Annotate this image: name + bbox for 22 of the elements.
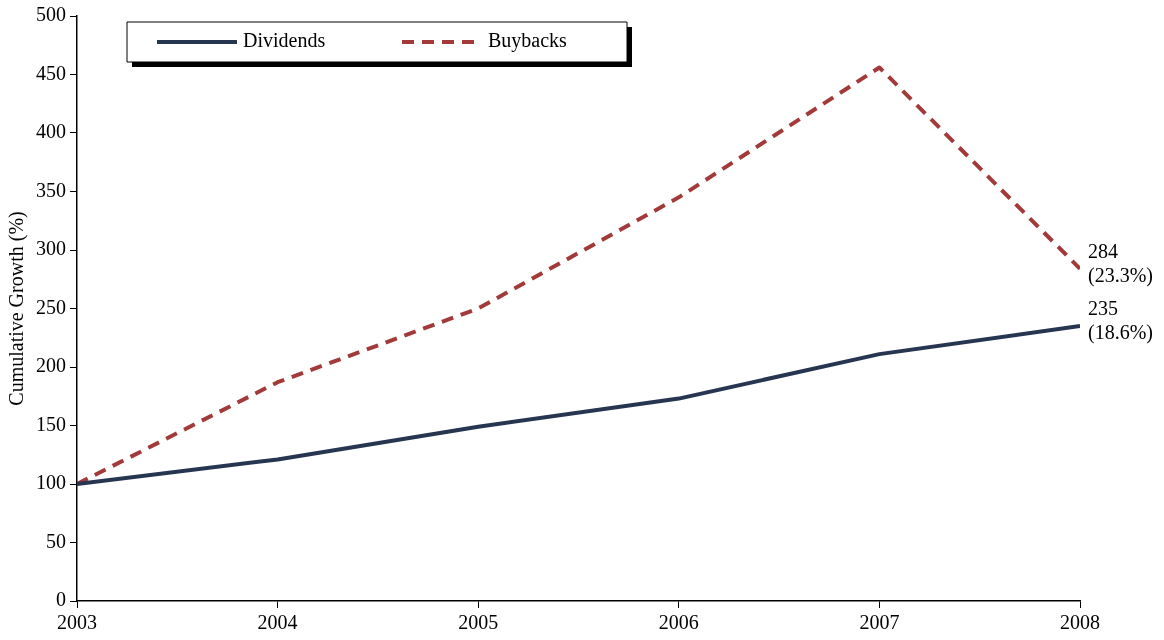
x-tick-label: 2005 <box>458 611 499 634</box>
y-tick-label: 200 <box>36 354 66 377</box>
legend-label: Dividends <box>243 29 326 52</box>
y-tick-label: 50 <box>46 529 66 552</box>
y-axis-title: Cumulative Growth (%) <box>5 211 29 406</box>
y-tick-label: 300 <box>36 237 66 260</box>
y-tick-label: 500 <box>36 3 66 26</box>
annotation: 284 (23.3%) <box>1088 239 1153 287</box>
x-tick-label: 2007 <box>859 611 900 634</box>
y-tick-label: 150 <box>36 412 66 435</box>
y-tick-label: 0 <box>56 588 66 611</box>
x-tick-label: 2006 <box>658 611 699 634</box>
y-tick-label: 400 <box>36 120 66 143</box>
x-tick-label: 2004 <box>257 611 298 634</box>
y-tick-label: 350 <box>36 178 66 201</box>
y-tick-label: 450 <box>36 61 66 84</box>
y-tick-label: 100 <box>36 471 66 494</box>
x-tick-label: 2008 <box>1060 611 1100 634</box>
y-tick-label: 250 <box>36 295 66 318</box>
legend-label: Buybacks <box>488 29 568 53</box>
annotation: 235 (18.6%) <box>1088 297 1153 345</box>
x-tick-label: 2003 <box>57 611 97 634</box>
